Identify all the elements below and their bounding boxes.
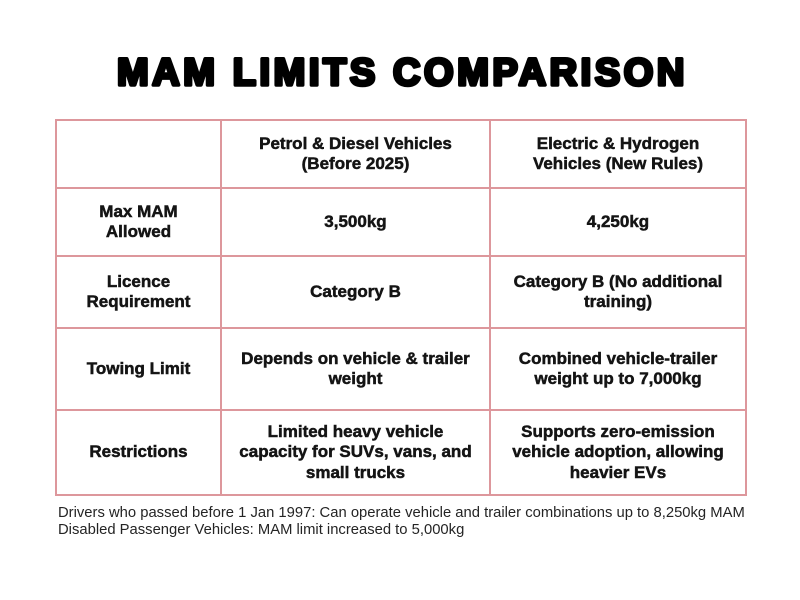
svg-text:MAM LIMITS COMPARISON: MAM LIMITS COMPARISON: [117, 52, 688, 94]
